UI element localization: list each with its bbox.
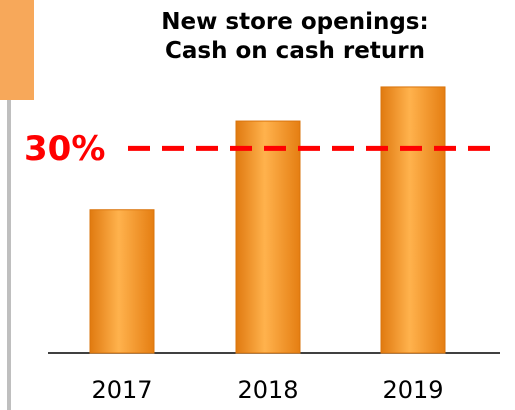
reference-label: 30% (24, 129, 105, 169)
chart-title: New store openings: Cash on cash return (161, 9, 429, 64)
bar (380, 86, 446, 354)
x-tick-label: 2019 (382, 376, 443, 404)
bar (235, 120, 301, 354)
x-tick-label: 2017 (91, 376, 152, 404)
decor-strip (0, 0, 34, 100)
x-tick-label: 2018 (237, 376, 298, 404)
bar (89, 209, 155, 354)
